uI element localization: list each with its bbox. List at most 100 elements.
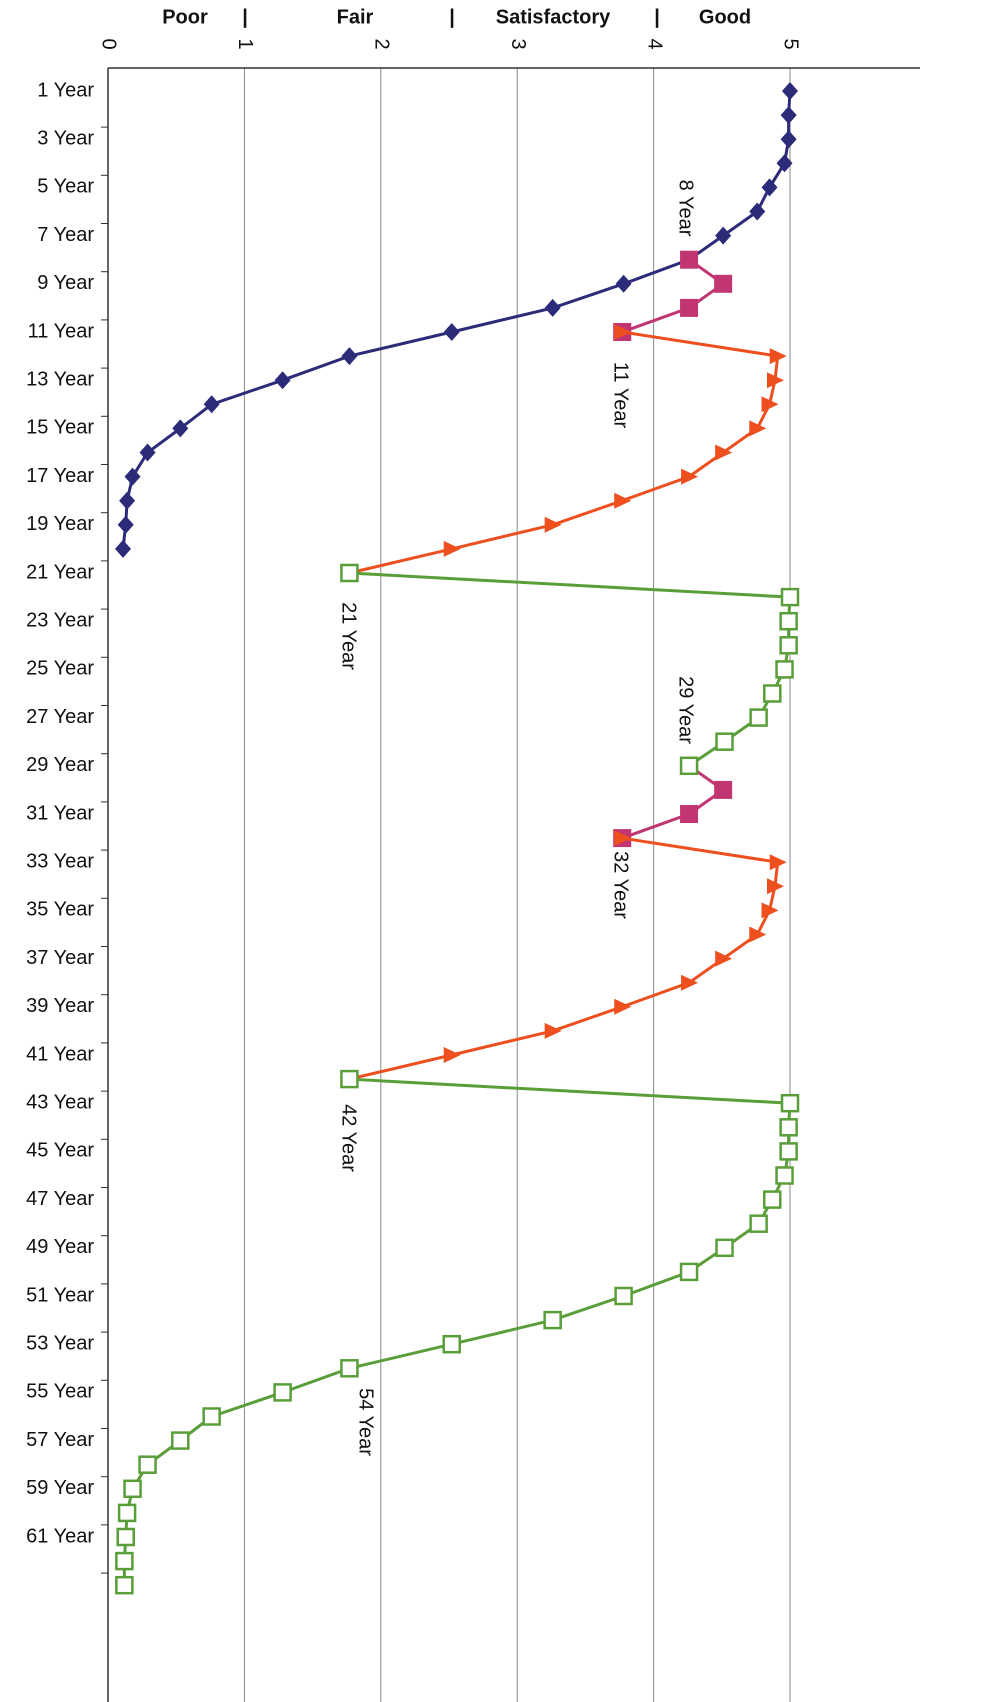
marker xyxy=(443,323,460,341)
y-tick-label: 29 Year xyxy=(26,754,94,776)
marker xyxy=(714,274,733,293)
marker xyxy=(544,298,561,317)
y-tick-label: 15 Year xyxy=(26,417,94,439)
marker xyxy=(442,1334,461,1354)
marker xyxy=(749,926,767,943)
marker xyxy=(679,1262,699,1282)
y-tick-label: 51 Year xyxy=(26,1284,94,1306)
marker xyxy=(115,539,132,558)
marker xyxy=(119,491,136,510)
marker xyxy=(680,805,699,823)
x-tick-label: 2 xyxy=(371,38,393,49)
y-tick-label: 47 Year xyxy=(26,1188,94,1210)
y-tick-label: 9 Year xyxy=(37,272,94,294)
marker xyxy=(679,756,699,776)
marker xyxy=(780,587,800,607)
y-tick-label: 11 Year xyxy=(28,320,95,342)
marker xyxy=(763,1190,782,1209)
annotation: 8 Year xyxy=(675,180,697,237)
y-tick-label: 39 Year xyxy=(26,995,94,1017)
marker xyxy=(715,950,733,967)
y-tick-label: 27 Year xyxy=(26,706,94,728)
y-tick-label: 25 Year xyxy=(26,658,94,680)
y-tick-label: 13 Year xyxy=(26,368,94,390)
marker xyxy=(763,684,782,703)
marker xyxy=(769,348,787,365)
marker xyxy=(614,324,632,340)
annotation: 11 Year xyxy=(610,362,632,429)
marker xyxy=(680,250,699,269)
series-line xyxy=(349,330,780,1081)
marker xyxy=(761,902,779,919)
marker xyxy=(782,82,798,100)
y-tick-label: 19 Year xyxy=(26,513,94,535)
header-label: | xyxy=(449,6,455,28)
marker xyxy=(761,396,779,413)
y-tick-label: 37 Year xyxy=(26,947,94,969)
marker xyxy=(780,130,797,149)
x-tick-label: 5 xyxy=(780,38,802,49)
header-label: Satisfactory xyxy=(496,6,611,28)
marker xyxy=(615,274,632,293)
marker xyxy=(715,732,734,751)
y-tick-label: 59 Year xyxy=(26,1477,94,1499)
marker xyxy=(779,1142,798,1161)
marker xyxy=(340,1359,359,1378)
y-tick-label: 35 Year xyxy=(26,899,94,921)
marker xyxy=(680,298,699,317)
marker xyxy=(766,372,784,389)
marker xyxy=(544,516,562,533)
header-label: | xyxy=(242,6,248,28)
marker xyxy=(749,708,768,727)
marker xyxy=(273,1383,292,1402)
marker xyxy=(172,419,189,438)
marker xyxy=(116,1527,135,1547)
marker xyxy=(769,854,787,871)
x-tick-label: 4 xyxy=(643,38,665,49)
marker xyxy=(124,467,141,486)
marker xyxy=(749,420,767,437)
marker xyxy=(681,468,699,485)
marker xyxy=(614,830,632,847)
marker xyxy=(341,347,358,366)
y-tick-label: 49 Year xyxy=(26,1236,94,1258)
marker xyxy=(780,106,797,125)
y-tick-label: 57 Year xyxy=(26,1429,94,1451)
annotation: 29 Year xyxy=(675,676,697,744)
y-tick-label: 23 Year xyxy=(26,609,94,631)
marker xyxy=(274,371,291,390)
marker xyxy=(340,1069,359,1089)
marker xyxy=(681,974,699,991)
header-label: | xyxy=(654,6,660,28)
marker xyxy=(340,563,359,583)
marker xyxy=(443,540,461,557)
marker xyxy=(761,178,778,197)
marker xyxy=(543,1310,562,1330)
y-tick-label: 55 Year xyxy=(26,1381,94,1403)
x-tick-label: 0 xyxy=(98,38,120,49)
marker xyxy=(614,998,632,1015)
marker xyxy=(775,660,794,679)
marker xyxy=(171,1431,190,1450)
marker xyxy=(715,1238,734,1258)
marker xyxy=(115,1551,134,1571)
y-tick-label: 43 Year xyxy=(26,1091,94,1113)
marker xyxy=(117,515,134,534)
annotation: 32 Year xyxy=(610,851,632,919)
marker xyxy=(614,1286,633,1306)
y-tick-label: 17 Year xyxy=(26,465,94,487)
marker xyxy=(443,1047,461,1063)
marker xyxy=(202,1407,221,1426)
marker xyxy=(779,1118,798,1137)
marker xyxy=(138,1455,157,1474)
y-tick-label: 7 Year xyxy=(37,224,94,246)
y-tick-label: 5 Year xyxy=(37,176,94,198)
y-tick-label: 3 Year xyxy=(37,127,94,149)
marker xyxy=(123,1479,142,1499)
marker xyxy=(203,395,220,414)
y-tick-label: 31 Year xyxy=(26,802,94,824)
marker xyxy=(544,1022,562,1039)
y-tick-label: 53 Year xyxy=(26,1332,94,1354)
header-label: Fair xyxy=(337,6,374,28)
